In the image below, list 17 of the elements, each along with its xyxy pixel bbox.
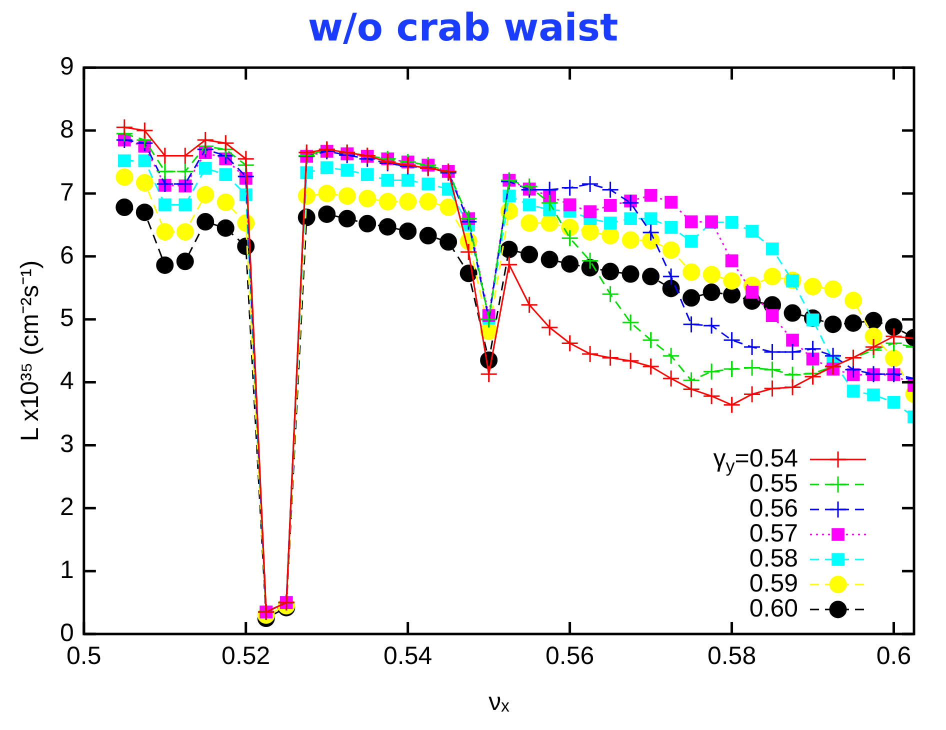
y-tick-label: 9: [60, 52, 74, 80]
x-tick-label: 0.56: [545, 642, 594, 670]
y-tick-label: 4: [60, 367, 74, 396]
y-tick-label: 6: [60, 241, 74, 270]
y-tick-label: 7: [60, 178, 74, 206]
x-tick-label: 0.58: [707, 642, 756, 670]
y-tick-label: 5: [60, 304, 74, 332]
x-axis-title: νₓ: [488, 688, 510, 716]
x-tick-label: 0.6: [876, 642, 912, 670]
y-tick-label: 8: [60, 115, 74, 144]
y-tick-label: 3: [60, 430, 74, 458]
x-tick-label: 0.54: [384, 642, 432, 670]
y-tick-label: 2: [60, 493, 74, 522]
y-tick-label: 1: [60, 556, 74, 584]
y-axis-title: L x10³⁵ (cm⁻²s⁻¹): [16, 260, 44, 442]
chart-title: w/o crab waist: [308, 6, 618, 50]
x-tick-label: 0.52: [222, 642, 270, 670]
